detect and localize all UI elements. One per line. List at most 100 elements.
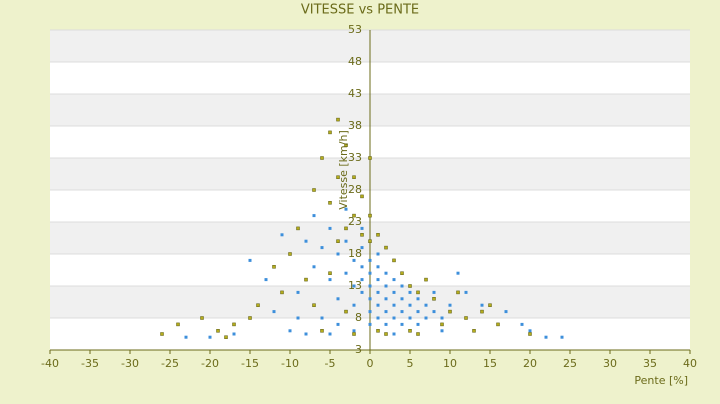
- point: [416, 297, 420, 301]
- point: [400, 310, 404, 314]
- point: [320, 316, 324, 320]
- point: [304, 239, 308, 243]
- point: [400, 297, 404, 301]
- point: [344, 271, 348, 275]
- point: [200, 316, 204, 320]
- point: [344, 207, 348, 211]
- point: [392, 278, 396, 282]
- x-tick-label: 10: [443, 357, 457, 370]
- point: [408, 290, 412, 294]
- y-tick-label: 38: [348, 119, 362, 132]
- point: [328, 130, 332, 135]
- point: [360, 233, 364, 237]
- point: [408, 329, 412, 333]
- point: [432, 297, 436, 301]
- y-tick-label: 28: [348, 183, 362, 196]
- point: [248, 258, 252, 262]
- point: [496, 322, 500, 327]
- x-tick-label: -15: [241, 357, 259, 370]
- point: [456, 290, 460, 295]
- point: [312, 188, 316, 192]
- point: [384, 271, 388, 275]
- y-axis-label: Vitesse [km/h]: [337, 130, 350, 210]
- point: [480, 309, 484, 314]
- point: [360, 246, 364, 250]
- point: [336, 322, 340, 326]
- point: [248, 316, 252, 320]
- y-tick-label: 43: [348, 87, 362, 100]
- point: [304, 332, 308, 336]
- point: [392, 258, 396, 263]
- x-tick-label: -30: [121, 357, 139, 370]
- point: [336, 117, 340, 122]
- x-tick-label: 35: [643, 357, 657, 370]
- point: [352, 213, 356, 218]
- point: [448, 303, 452, 307]
- point: [376, 278, 380, 282]
- point: [464, 290, 468, 294]
- point: [488, 303, 492, 307]
- point: [312, 214, 316, 218]
- point: [224, 335, 228, 339]
- point: [392, 316, 396, 320]
- point: [504, 310, 508, 314]
- point: [528, 329, 532, 333]
- point: [408, 303, 412, 307]
- point: [416, 332, 420, 336]
- point: [288, 329, 292, 333]
- point: [408, 284, 412, 288]
- point: [328, 201, 332, 205]
- point: [400, 271, 404, 275]
- point: [384, 245, 388, 250]
- point: [352, 332, 356, 336]
- point: [320, 246, 324, 250]
- point: [344, 143, 348, 147]
- x-tick-label: 5: [407, 357, 414, 370]
- point: [296, 290, 300, 294]
- point: [376, 290, 380, 294]
- point: [384, 297, 388, 301]
- y-tick-label: 33: [348, 151, 362, 164]
- y-tick-label: 8: [355, 311, 362, 324]
- point: [408, 316, 412, 320]
- point: [392, 290, 396, 294]
- point: [352, 329, 356, 333]
- point: [208, 335, 212, 339]
- point: [368, 322, 372, 326]
- x-tick-label: 0: [367, 357, 374, 370]
- y-tick-label: 53: [348, 23, 362, 36]
- point: [336, 239, 340, 243]
- x-tick-label: 20: [523, 357, 537, 370]
- point: [344, 226, 348, 231]
- x-tick-label: 40: [683, 357, 697, 370]
- point: [368, 310, 372, 314]
- point: [280, 233, 284, 237]
- point: [440, 329, 444, 333]
- point: [424, 303, 428, 307]
- point: [360, 278, 364, 282]
- point: [160, 332, 164, 336]
- point: [392, 332, 396, 336]
- point: [264, 278, 268, 282]
- point: [352, 175, 356, 179]
- point: [416, 310, 420, 314]
- point: [352, 284, 356, 288]
- point: [232, 332, 236, 336]
- point: [416, 322, 420, 326]
- point: [448, 309, 452, 314]
- point: [320, 329, 324, 333]
- x-tick-label: -40: [41, 357, 59, 370]
- point: [368, 297, 372, 301]
- point: [464, 316, 468, 320]
- point: [184, 335, 188, 339]
- point: [376, 252, 380, 256]
- point: [432, 310, 436, 314]
- x-tick-label: 15: [483, 357, 497, 370]
- point: [368, 156, 372, 160]
- point: [368, 284, 372, 288]
- point: [336, 175, 340, 179]
- point: [360, 265, 364, 269]
- point: [416, 290, 420, 295]
- y-tick-label: 18: [348, 247, 362, 260]
- point: [360, 226, 364, 230]
